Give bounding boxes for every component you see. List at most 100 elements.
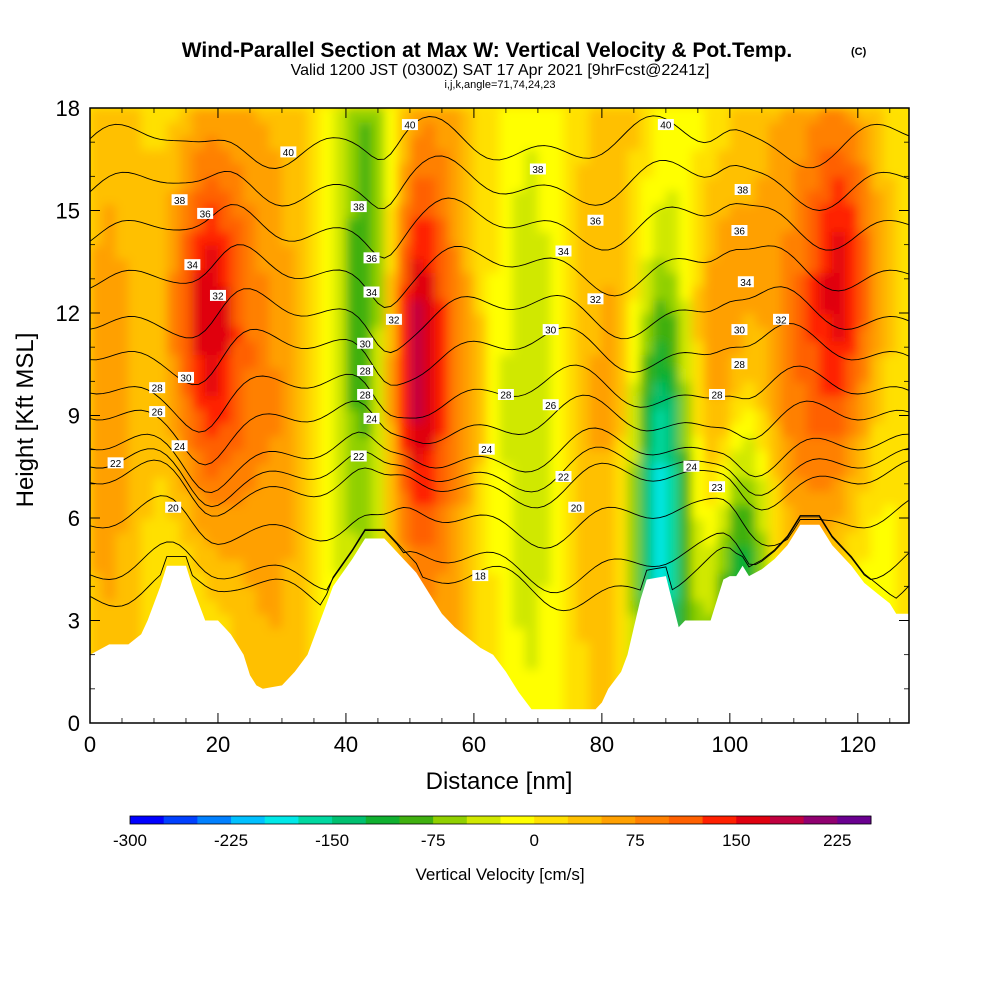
field-cell [384,244,399,260]
field-cell [819,203,834,219]
field-cell [896,135,909,150]
field-cell [205,176,219,191]
field-cell [589,135,603,150]
field-cell [742,395,757,410]
field-cell [870,354,885,369]
field-cell [128,217,143,232]
field-cell [166,381,181,396]
field-cell [525,299,539,314]
field-cell [448,395,463,410]
field-cell [102,367,117,383]
field-cell [294,121,309,137]
field-cell [128,190,143,205]
field-cell [320,340,335,355]
field-cell [742,504,757,519]
field-cell [192,381,207,396]
field-cell [397,203,411,219]
field-cell [294,395,309,410]
field-cell [729,340,744,355]
field-cell [870,381,885,396]
field-cell [435,299,450,314]
field-cell [678,299,693,314]
contour-label-text: 26 [545,401,557,412]
field-cell [614,176,629,191]
field-cell [397,149,411,164]
field-cell [793,258,808,273]
field-cell [294,408,309,424]
field-cell [576,121,591,137]
field-cell [179,313,194,328]
field-cell [717,367,731,383]
field-cell [665,285,680,301]
field-cell [384,326,399,342]
field-cell [896,545,909,560]
field-cell [269,217,283,232]
field-cell [614,285,629,301]
field-cell [563,272,578,287]
field-cell [179,108,194,123]
field-cell [665,272,680,287]
field-cell [217,422,232,437]
field-cell [243,436,258,451]
field-cell [755,135,770,150]
field-cell [896,285,909,301]
field-cell [397,381,411,396]
field-cell [256,613,271,629]
field-cell [768,381,783,396]
field-cell [563,121,578,137]
field-cell [781,326,795,342]
field-cell [409,422,424,437]
field-cell [819,121,834,137]
field-cell [371,108,386,123]
field-cell [269,395,283,410]
field-cell [832,326,847,342]
field-cell [397,449,411,465]
isentrope-line [90,244,909,308]
field-cell [832,176,847,191]
field-cell [806,121,821,137]
field-cell [627,408,642,424]
field-cell [217,436,232,451]
field-cell [781,354,795,369]
field-cell [358,149,373,164]
field-cell [256,121,271,137]
field-cell [793,408,808,424]
field-cell [601,149,616,164]
field-cell [704,463,719,478]
contour-label-bg [171,440,188,452]
field-cell [333,408,347,424]
field-cell [704,285,719,301]
field-cell [563,641,578,656]
field-cell [640,381,655,396]
field-cell [665,545,680,560]
field-cell [102,395,117,410]
field-cell [90,217,104,232]
field-cell [883,572,898,588]
field-cell [563,108,578,123]
field-cell [435,326,450,342]
field-cell [128,381,143,396]
field-cell [269,586,283,601]
field-cell [665,258,680,273]
field-cell [627,231,642,246]
field-cell [525,408,539,424]
field-cell [576,217,591,232]
field-cell [294,490,309,506]
field-cell [217,572,232,588]
field-cell [333,340,347,355]
field-cell [461,162,475,178]
field-cell [717,149,731,164]
field-cell [205,422,219,437]
contour-label-text: 34 [187,261,199,272]
field-cell [883,545,898,560]
field-cell [525,367,539,383]
field-cell [819,217,834,232]
field-cell [755,381,770,396]
field-cell [320,203,335,219]
field-cell [870,463,885,478]
field-cell [320,422,335,437]
field-cell [896,504,909,519]
field-cell [461,559,475,574]
field-cell [102,135,117,150]
field-cell [550,518,565,533]
